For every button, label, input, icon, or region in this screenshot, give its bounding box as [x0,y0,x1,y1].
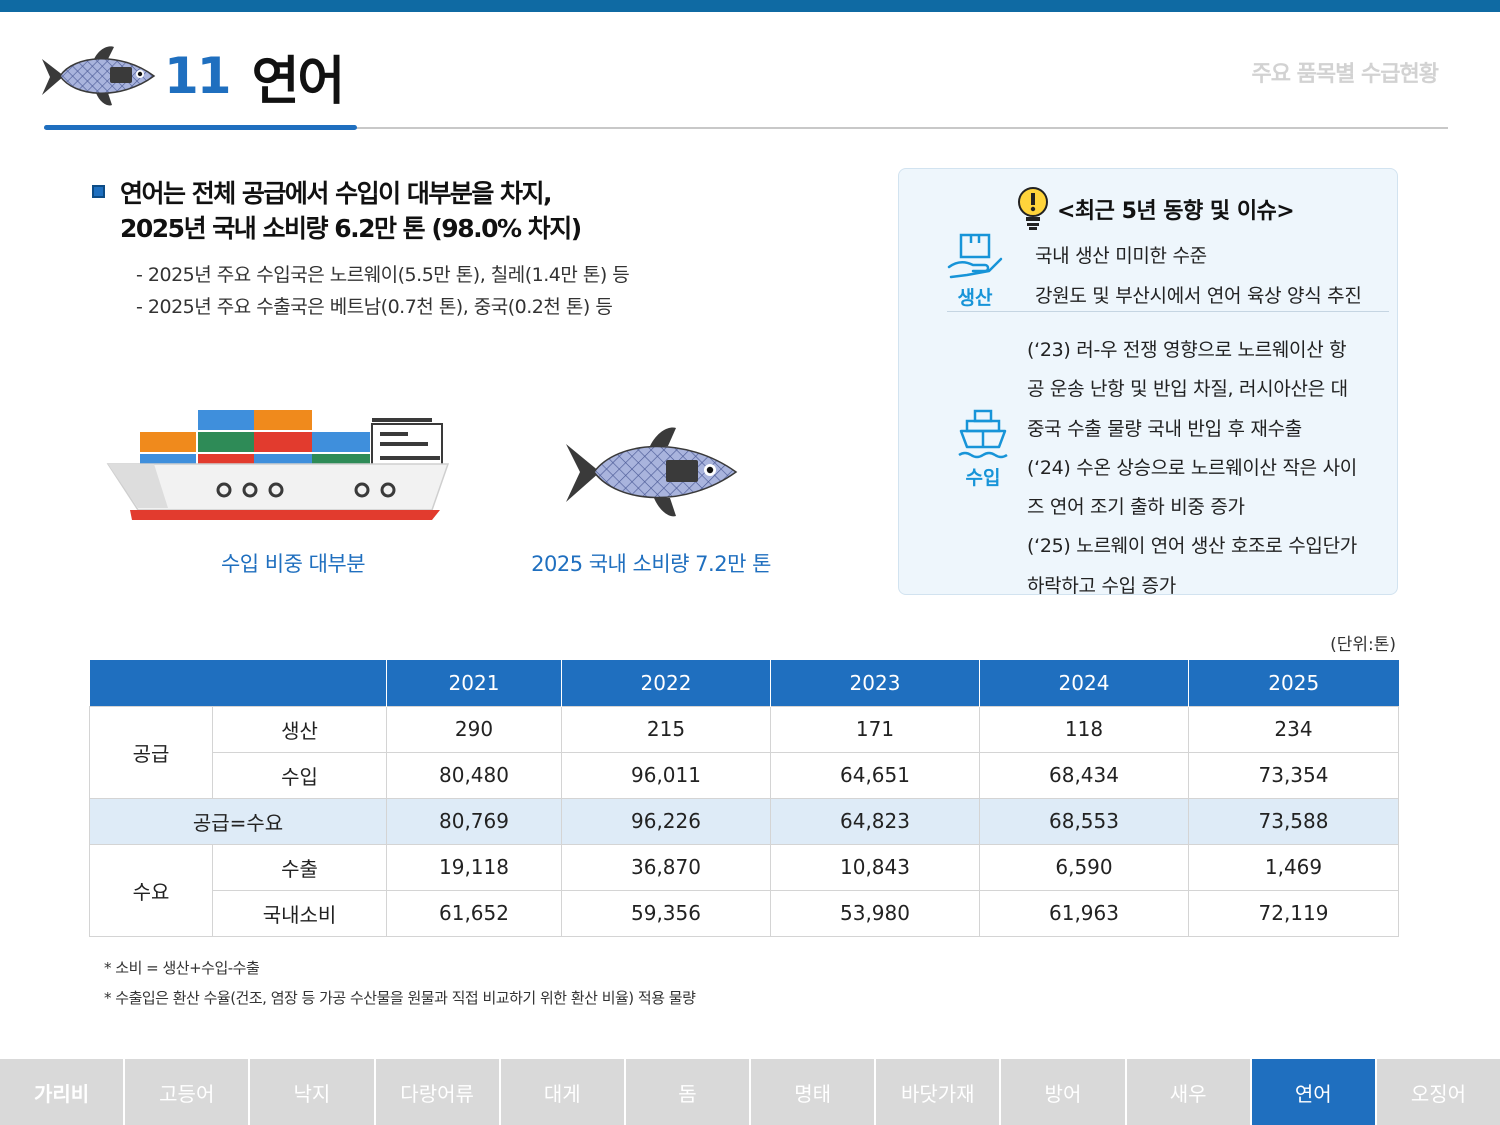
table-cell: 80,480 [386,751,562,799]
summary-block: 연어는 전체 공급에서 수입이 대부분을 차지, 2025년 국내 소비량 6.… [92,176,882,323]
top-bar [0,0,1500,12]
container-ship-icon [106,410,450,520]
table-cell: 290 [386,705,562,753]
issues-divider [947,311,1389,312]
tab-scallop[interactable]: 가리비 [0,1059,124,1125]
issues-panel: <최근 5년 동향 및 이슈> 생산 국내 생산 미미한 수준 강원도 및 부산… [898,168,1398,595]
header-rule-accent [44,125,357,130]
table-cell: 234 [1188,705,1399,753]
table-cell: 61,652 [386,889,562,937]
row-label: 수출 [212,843,387,891]
tab-sea-bream[interactable]: 돔 [625,1059,750,1125]
row-label: 국내소비 [212,889,387,937]
hand-box-icon [947,233,1003,279]
table-cell: 68,434 [979,751,1189,799]
issues-title: <최근 5년 동향 및 이슈> [1057,199,1295,224]
page-title: 연어 [251,51,346,112]
import-label: 수입 [965,467,1001,489]
import-line: 하락하고 수입 증가 [1027,574,1176,595]
table-cell: 73,354 [1188,751,1399,799]
table-cell: 53,980 [770,889,980,937]
import-line: 중국 수출 물량 국내 반입 후 재수출 [1027,417,1302,440]
footnote-2: * 수출입은 환산 수율(건조, 염장 등 가공 수산물을 원물과 직접 비교하… [104,989,696,1007]
table-cell: 19,118 [386,843,562,891]
row-label: 생산 [212,705,387,753]
import-line: 공 운송 난항 및 반입 차질, 러시아산은 대 [1027,378,1348,401]
production-label: 생산 [957,287,993,309]
table-cell: 68,553 [979,797,1189,845]
table-cell: 6,590 [979,843,1189,891]
tab-squid[interactable]: 오징어 [1376,1059,1500,1125]
tab-octopus[interactable]: 낙지 [250,1059,374,1125]
table-row: 수입 80,480 96,011 64,651 68,434 73,354 [90,751,1399,799]
salmon-logo-icon [42,46,156,106]
tab-lobster[interactable]: 바닷가재 [876,1059,1000,1125]
table-cell: 72,119 [1188,889,1399,937]
table-row: 공급 생산 290 215 171 118 234 [89,705,1399,799]
table-cell: 1,469 [1188,843,1399,891]
import-line: (‘23) 러-우 전쟁 영향으로 노르웨이산 항 [1027,339,1347,361]
table-cell: 73,588 [1188,797,1399,845]
table-cell: 64,651 [770,751,980,799]
supply-group-label: 공급 [89,705,213,799]
issues-title-row: <최근 5년 동향 및 이슈> [1017,187,1295,230]
table-row: 국내소비 61,652 59,356 53,980 61,963 72,119 [90,889,1399,937]
page-header: 11 연어 [38,36,346,116]
section-title: 주요 품목별 수급현황 [1251,62,1439,87]
table-row: 수요 수출 19,118 36,870 10,843 6,590 1,469 [89,843,1399,937]
table-cell: 118 [979,705,1189,753]
year-header: 2022 [561,660,771,706]
demand-group-label: 수요 [89,843,213,937]
table-cell: 59,356 [561,889,771,937]
table-cell: 215 [561,705,771,753]
tab-snow-crab[interactable]: 대게 [500,1059,624,1125]
table-header-row: 2021 2022 2023 2024 2025 [89,660,1399,706]
total-row: 공급=수요 80,769 96,226 64,823 68,553 73,588 [89,797,1399,845]
footnote-1: * 소비 = 생산+수입-수출 [104,959,260,977]
summary-sub-2: - 2025년 주요 수출국은 베트남(0.7천 톤), 중국(0.2천 톤) … [136,296,613,318]
row-label: 수입 [212,751,387,799]
table-corner-cell [89,660,387,706]
year-header: 2025 [1188,660,1399,706]
year-header: 2024 [979,660,1189,706]
lightbulb-icon [1018,187,1048,230]
table-cell: 96,226 [561,797,771,845]
production-line-1: 국내 생산 미미한 수준 [1035,245,1207,267]
caption-domestic-consumption: 2025 국내 소비량 7.2만 톤 [531,552,771,576]
square-bullet-icon [92,185,105,198]
year-header: 2023 [770,660,980,706]
row-label: 공급=수요 [89,797,387,845]
table-cell: 10,843 [770,843,980,891]
summary-headline-2: 2025년 국내 소비량 6.2만 톤 (98.0% 차지) [120,214,582,243]
header-rule [44,127,1448,129]
production-line-2: 강원도 및 부산시에서 연어 육상 양식 추진 [1035,285,1362,307]
supply-demand-table: 2021 2022 2023 2024 2025 공급 생산 290 215 1… [89,660,1399,937]
tab-pollock[interactable]: 명태 [751,1059,875,1125]
table-cell: 64,823 [770,797,980,845]
tab-tuna[interactable]: 다랑어류 [375,1059,499,1125]
import-issues-text: (‘23) 러-우 전쟁 영향으로 노르웨이산 항 공 운송 난항 및 반입 차… [1027,331,1393,595]
tab-yellowtail[interactable]: 방어 [1001,1059,1125,1125]
import-line: 즈 연어 조기 출하 비중 증가 [1027,496,1245,519]
footnotes: * 소비 = 생산+수입-수출 * 수출입은 환산 수율(건조, 염장 등 가공… [104,953,696,1013]
section-number: 11 [164,47,232,105]
tab-salmon[interactable]: 연어 [1251,1059,1375,1125]
salmon-illustration-icon [566,427,738,517]
table-cell: 36,870 [561,843,771,891]
ship-wave-icon [958,409,1008,459]
summary-sub-1: - 2025년 주요 수입국은 노르웨이(5.5만 톤), 칠레(1.4만 톤)… [136,264,630,286]
table-cell: 96,011 [561,751,771,799]
tab-shrimp[interactable]: 새우 [1126,1059,1250,1125]
import-line: (‘25) 노르웨이 연어 생산 호조로 수입단가 [1027,535,1357,558]
import-line: (‘24) 수온 상승으로 노르웨이산 작은 사이 [1027,456,1357,479]
item-tabs: 가리비 고등어 낙지 다랑어류 대게 돔 명태 바닷가재 방어 새우 연어 오징… [0,1059,1500,1125]
caption-import-share: 수입 비중 대부분 [220,552,366,576]
summary-headline-1: 연어는 전체 공급에서 수입이 대부분을 차지, [120,179,553,208]
table-unit: (단위:톤) [1330,635,1396,655]
table-cell: 61,963 [979,889,1189,937]
table-cell: 80,769 [386,797,562,845]
tab-mackerel[interactable]: 고등어 [125,1059,249,1125]
table-cell: 171 [770,705,980,753]
year-header: 2021 [386,660,562,706]
